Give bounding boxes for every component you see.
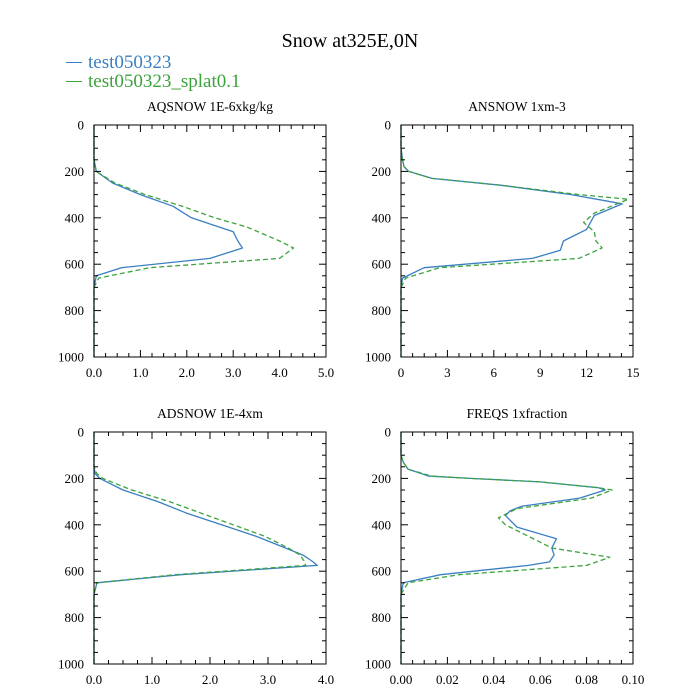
panel-1-title: AQSNOW 1E-6xkg/kg	[147, 99, 273, 114]
figure-title: Snow at325E,0N	[281, 30, 419, 52]
panel-4-xtick-label-3: 0.04	[482, 672, 505, 687]
panel-2: ANSNOW 1xm-3 0 200 400 600 800 1000 0 3 6 9 12 15	[365, 99, 640, 380]
legend-label-2: test050323_splat0.1	[88, 71, 241, 92]
panel-3-ytick-label-4: 600	[65, 564, 85, 579]
panel-2-xtick-label-1: 0	[398, 365, 405, 380]
legend-item-2: test050323_splat0.1	[66, 72, 241, 91]
panel-2-xtick-label-4: 9	[537, 365, 544, 380]
panel-4-xtick-label-1: 0.00	[390, 672, 413, 687]
panel-3-xtick-label-5: 4.0	[318, 672, 334, 687]
panel-4-xtick-label-5: 0.08	[575, 672, 598, 687]
panel-2-series-2-line	[400, 125, 630, 357]
panel-3-xtick-label-2: 1.0	[144, 672, 160, 687]
panel-2-ytick-label-3: 400	[372, 210, 392, 225]
panel-3-frame	[93, 431, 327, 665]
panel-2-xtick-label-2: 3	[444, 365, 451, 380]
panel-2-xtick-label-5: 12	[580, 365, 593, 380]
panel-1-series-1-line	[93, 125, 244, 357]
legend-swatch-1	[66, 62, 82, 63]
panel-2-ytick-label-6: 1000	[365, 350, 391, 365]
panel-1-series-2-line	[93, 125, 295, 357]
panel-1-xtick-label-5: 4.0	[271, 365, 287, 380]
panel-1-ytick-label-2: 200	[65, 164, 85, 179]
panel-3-ytick-label-1: 0	[78, 425, 85, 440]
panel-2-ytick-label-5: 800	[372, 303, 392, 318]
panel-4-xtick-label-2: 0.02	[436, 672, 459, 687]
panel-2-ytick-label-2: 200	[372, 164, 392, 179]
panel-4-series-2-line	[400, 432, 613, 664]
panel-3-ytick-label-2: 200	[65, 471, 85, 486]
panel-4-ytick-label-6: 1000	[365, 657, 391, 672]
panel-4-ytick-label-2: 200	[372, 471, 392, 486]
panel-3-ytick-label-6: 1000	[58, 657, 84, 672]
panel-3-series-2-line	[93, 432, 307, 664]
panel-3-series-1-line	[93, 432, 318, 664]
panel-3-ytick-label-3: 400	[65, 517, 85, 532]
panel-1-ytick-label-6: 1000	[58, 350, 84, 365]
panel-1-ytick-label-3: 400	[65, 210, 85, 225]
panel-4-ytick-label-3: 400	[372, 517, 392, 532]
panel-1-ytick-label-4: 600	[65, 257, 85, 272]
panel-2-ytick-label-1: 0	[385, 118, 392, 133]
panel-3-ytick-label-5: 800	[65, 610, 85, 625]
panel-3-xtick-label-4: 3.0	[260, 672, 276, 687]
panel-4-ytick-label-5: 800	[372, 610, 392, 625]
panel-2-xtick-label-6: 15	[627, 365, 640, 380]
panel-4-xtick-label-4: 0.06	[529, 672, 552, 687]
panel-1-xtick-label-4: 3.0	[225, 365, 241, 380]
panel-4-series-1-line	[400, 432, 606, 664]
panel-3-title: ADSNOW 1E-4xm	[157, 406, 263, 421]
panel-4-xtick-label-6: 0.10	[622, 672, 645, 687]
legend: test050323 test050323_splat0.1	[66, 53, 241, 91]
panel-1-ytick-label-5: 800	[65, 303, 85, 318]
panel-3-xtick-label-1: 0.0	[86, 672, 102, 687]
panel-4-frame	[400, 431, 634, 665]
legend-item-1: test050323	[66, 53, 241, 72]
panel-1-xtick-label-6: 5.0	[318, 365, 334, 380]
panel-1-xtick-label-3: 2.0	[179, 365, 195, 380]
panel-2-series-1-line	[400, 125, 623, 357]
panel-2-frame	[400, 124, 634, 358]
panel-3-xtick-label-3: 2.0	[202, 672, 218, 687]
panel-4-ytick-label-1: 0	[385, 425, 392, 440]
panel-4-title: FREQS 1xfraction	[467, 406, 568, 421]
panel-1-xtick-label-1: 0.0	[86, 365, 102, 380]
panel-2-xtick-label-3: 6	[491, 365, 498, 380]
panel-2-title: ANSNOW 1xm-3	[468, 99, 566, 114]
legend-label-1: test050323	[88, 52, 172, 73]
panel-4-ytick-label-4: 600	[372, 564, 392, 579]
panel-2-ytick-label-4: 600	[372, 257, 392, 272]
panel-1-xtick-label-2: 1.0	[132, 365, 148, 380]
panel-1-frame	[93, 124, 327, 358]
panel-1-ytick-label-1: 0	[78, 118, 85, 133]
legend-swatch-2	[66, 81, 82, 82]
